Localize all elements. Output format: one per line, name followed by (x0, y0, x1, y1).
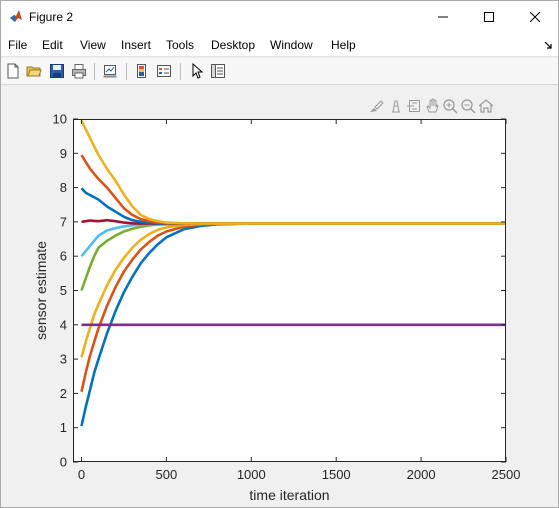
link-plot-button[interactable] (100, 62, 120, 80)
save-button[interactable] (47, 62, 67, 80)
y-tick-label: 9 (60, 146, 67, 161)
print-button[interactable] (69, 62, 89, 80)
zoom-out-icon (461, 99, 476, 114)
menu-help[interactable]: Help (331, 38, 356, 52)
x-tick-label: 2500 (492, 467, 521, 482)
menu-edit[interactable]: Edit (42, 38, 63, 52)
property-inspector-button[interactable] (208, 62, 228, 80)
tick-layer: 0 500 1000 1500 2000 2500 0 1 2 3 4 5 6 7 8 9 10 (53, 112, 521, 483)
y-tick-label: 7 (60, 214, 67, 229)
brush-icon (370, 100, 384, 112)
pan-icon (426, 98, 439, 113)
pan-button[interactable] (423, 97, 441, 115)
y-tick-label: 5 (60, 283, 67, 298)
series-layer (80, 120, 507, 427)
new-figure-icon (7, 63, 19, 79)
y-tick-label: 8 (60, 180, 67, 195)
colorbar-icon (137, 64, 146, 78)
x-axis-label: time iteration (249, 487, 329, 503)
zoom-in-icon (443, 99, 458, 114)
figure-toolbar (1, 58, 558, 85)
y-tick-label: 6 (60, 249, 67, 264)
close-button[interactable] (512, 1, 558, 33)
export-button[interactable] (405, 97, 423, 115)
menu-desktop[interactable]: Desktop (211, 38, 256, 52)
y-tick-label: 10 (53, 112, 67, 127)
y-tick-label: 3 (60, 352, 67, 367)
minimize-icon (438, 16, 448, 18)
home-button[interactable] (477, 97, 495, 115)
menu-tools[interactable]: Tools (166, 38, 195, 52)
y-tick-label: 1 (60, 420, 67, 435)
zoom-out-button[interactable] (459, 97, 477, 115)
toolbar-separator (94, 63, 95, 80)
export-icon (407, 100, 420, 112)
maximize-button[interactable] (466, 1, 512, 33)
home-icon (478, 99, 494, 113)
axes-background (73, 119, 506, 462)
x-tick-label: 0 (78, 467, 85, 482)
colorbar-button[interactable] (132, 62, 152, 80)
open-file-button[interactable] (24, 62, 44, 80)
menu-window[interactable]: Window (270, 38, 313, 52)
data-tips-icon (392, 100, 400, 113)
new-figure-button[interactable] (3, 62, 23, 80)
data-tips-button[interactable] (387, 97, 405, 115)
legend-icon (157, 65, 171, 77)
window-title: Figure 2 (29, 10, 74, 24)
menu-file[interactable]: File (8, 38, 28, 52)
y-tick-label: 4 (60, 317, 67, 332)
series-line-10[interactable] (80, 120, 507, 225)
print-icon (72, 64, 86, 79)
select-pointer-button[interactable] (187, 62, 207, 80)
menu-bar: File Edit View Insert Tools Desktop Wind… (1, 33, 558, 57)
link-plot-icon (103, 65, 117, 78)
axes-toolbar (367, 96, 507, 116)
y-axis-label: sensor estimate (33, 241, 49, 340)
minimize-button[interactable] (420, 1, 466, 33)
x-tick-label: 1000 (237, 467, 266, 482)
menu-insert[interactable]: Insert (121, 38, 152, 52)
brush-button[interactable] (367, 97, 385, 115)
toolbar-separator (180, 63, 181, 80)
x-tick-label: 2000 (407, 467, 436, 482)
save-icon (50, 64, 64, 78)
zoom-in-button[interactable] (441, 97, 459, 115)
toolbar-separator (126, 63, 127, 80)
x-tick-label: 500 (156, 467, 178, 482)
legend-button[interactable] (154, 62, 174, 80)
y-tick-label: 0 (60, 455, 67, 470)
dock-arrow-icon[interactable] (544, 41, 552, 49)
property-inspector-icon (211, 64, 225, 78)
open-file-icon (26, 66, 42, 77)
matlab-icon (10, 10, 22, 22)
close-icon (530, 12, 540, 22)
menu-view[interactable]: View (80, 38, 106, 52)
y-tick-label: 2 (60, 386, 67, 401)
select-pointer-icon (192, 63, 204, 79)
maximize-icon (484, 12, 494, 22)
title-bar[interactable]: Figure 2 (1, 1, 558, 33)
x-tick-label: 1500 (322, 467, 351, 482)
